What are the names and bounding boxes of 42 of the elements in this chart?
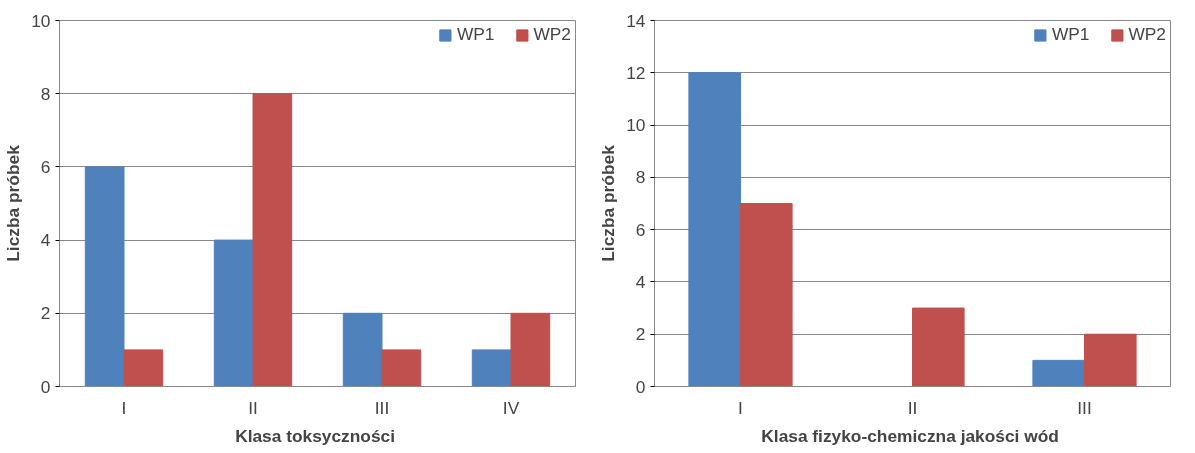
y-tick-label: 4	[635, 271, 646, 292]
x-tick-label: II	[907, 397, 918, 418]
legend-label: WP1	[1051, 24, 1090, 45]
y-tick-label: 10	[31, 10, 51, 31]
y-tick-label: 14	[626, 10, 646, 31]
y-tick-label: 4	[40, 230, 51, 251]
legend-label: WP2	[1128, 24, 1166, 45]
y-tick-label: 0	[635, 376, 646, 397]
legend-label: WP2	[533, 24, 571, 45]
legend-label: WP1	[456, 24, 495, 45]
y-tick-label: 12	[626, 62, 646, 83]
bar	[213, 239, 254, 387]
bar	[252, 93, 293, 387]
bar	[123, 349, 164, 387]
bar	[688, 72, 741, 387]
bar	[471, 349, 512, 387]
bar	[1032, 359, 1085, 387]
x-tick-label: II	[248, 397, 258, 418]
bar	[1084, 333, 1137, 387]
x-tick-label: III	[1077, 397, 1092, 418]
bar	[342, 312, 383, 387]
y-tick-label: 2	[40, 303, 51, 324]
bar	[740, 203, 793, 387]
x-tick-label: III	[374, 397, 390, 418]
x-tick-label: I	[121, 397, 127, 418]
x-tick-label: IV	[502, 397, 520, 418]
y-axis-title: Liczba próbek	[3, 144, 24, 262]
y-tick-label: 10	[626, 115, 646, 136]
y-tick-label: 8	[40, 83, 51, 104]
y-tick-label: 2	[635, 324, 646, 345]
bar	[912, 307, 965, 387]
bar	[84, 166, 125, 387]
bar	[510, 312, 551, 387]
y-tick-label: 6	[40, 156, 51, 177]
x-axis-title: Klasa toksyczności	[235, 425, 396, 446]
y-tick-label: 6	[635, 219, 646, 240]
y-tick-label: 0	[40, 376, 51, 397]
y-axis-title: Liczba próbek	[598, 144, 619, 262]
x-axis-title: Klasa fizyko-chemiczna jakości wód	[761, 425, 1059, 446]
y-tick-label: 8	[635, 167, 646, 188]
bar	[381, 349, 422, 387]
x-tick-label: I	[738, 397, 743, 418]
